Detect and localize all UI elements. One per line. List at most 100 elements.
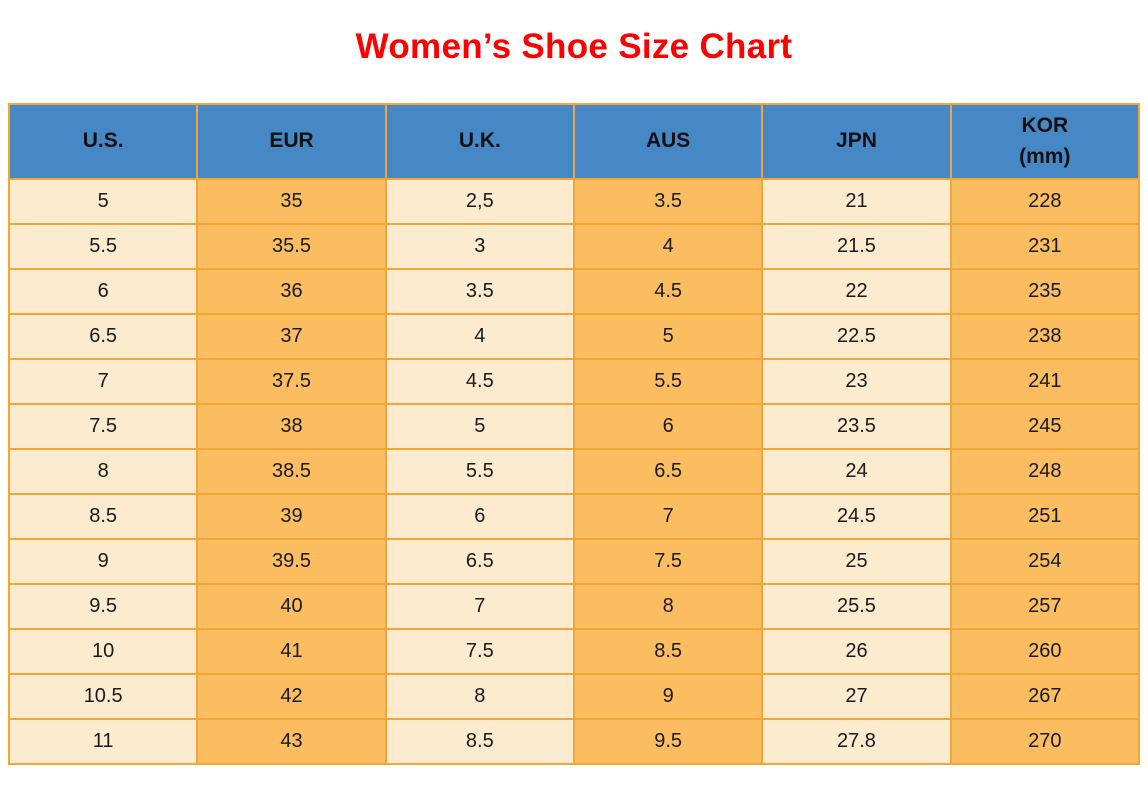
table-row: 8.5 39 6 7 24.5 251 xyxy=(7,493,1141,540)
table-cell: 43 xyxy=(196,718,387,765)
table-cell: 21.5 xyxy=(761,223,952,270)
table-row: 6.5 37 4 5 22.5 238 xyxy=(7,313,1141,360)
table-cell: 4.5 xyxy=(572,268,764,315)
table-cell: 3 xyxy=(384,223,575,270)
table-cell: 42 xyxy=(196,673,387,720)
table-cell: 5 xyxy=(572,313,764,360)
table-cell: 4.5 xyxy=(384,358,575,405)
column-header: JPN xyxy=(761,103,952,180)
table-cell: 37.5 xyxy=(196,358,387,405)
table-cell: 6.5 xyxy=(572,448,764,495)
table-cell: 39.5 xyxy=(196,538,387,585)
table-cell: 8.5 xyxy=(572,628,764,675)
table-cell: 9.5 xyxy=(7,583,199,630)
table-header: U.S. EUR U.K. AUS JPN KOR (mm) xyxy=(7,103,1141,180)
table-cell: 39 xyxy=(196,493,387,540)
table-row: 10.5 42 8 9 27 267 xyxy=(7,673,1141,720)
table-row: 11 43 8.5 9.5 27.8 270 xyxy=(7,718,1141,765)
table-cell: 22 xyxy=(761,268,952,315)
table-cell: 270 xyxy=(949,718,1141,765)
table-cell: 38 xyxy=(196,403,387,450)
table-cell: 7 xyxy=(7,358,199,405)
table-cell: 5.5 xyxy=(384,448,575,495)
table-cell: 10 xyxy=(7,628,199,675)
table-body: 5 35 2,5 3.5 21 228 5.5 35.5 3 4 21.5 231 6 36 3.5 4.5 2… xyxy=(7,178,1141,765)
table-cell: 228 xyxy=(949,178,1141,225)
table-cell: 41 xyxy=(196,628,387,675)
column-header: U.K. xyxy=(384,103,575,180)
table-cell: 241 xyxy=(949,358,1141,405)
table-row: 5 35 2,5 3.5 21 228 xyxy=(7,178,1141,225)
table-row: 5.5 35.5 3 4 21.5 231 xyxy=(7,223,1141,270)
column-header: EUR xyxy=(196,103,387,180)
table-cell: 35 xyxy=(196,178,387,225)
table-cell: 6 xyxy=(572,403,764,450)
table-cell: 257 xyxy=(949,583,1141,630)
table-cell: 231 xyxy=(949,223,1141,270)
table-cell: 11 xyxy=(7,718,199,765)
table-row: 9.5 40 7 8 25.5 257 xyxy=(7,583,1141,630)
table-row: 7.5 38 5 6 23.5 245 xyxy=(7,403,1141,450)
table-cell: 7.5 xyxy=(572,538,764,585)
table-cell: 8.5 xyxy=(384,718,575,765)
table-row: 10 41 7.5 8.5 26 260 xyxy=(7,628,1141,675)
column-header: AUS xyxy=(572,103,764,180)
table-cell: 27.8 xyxy=(761,718,952,765)
table-cell: 7.5 xyxy=(7,403,199,450)
table-cell: 25 xyxy=(761,538,952,585)
table-cell: 7 xyxy=(384,583,575,630)
table-cell: 8 xyxy=(384,673,575,720)
table-cell: 37 xyxy=(196,313,387,360)
table-cell: 8 xyxy=(572,583,764,630)
shoe-size-table: U.S. EUR U.K. AUS JPN KOR (mm) 5 35 2,5 3.5 21 228… xyxy=(7,103,1141,765)
table-cell: 6 xyxy=(7,268,199,315)
table-row: 6 36 3.5 4.5 22 235 xyxy=(7,268,1141,315)
table-cell: 5.5 xyxy=(7,223,199,270)
table-row: 9 39.5 6.5 7.5 25 254 xyxy=(7,538,1141,585)
table-cell: 22.5 xyxy=(761,313,952,360)
table-cell: 6.5 xyxy=(384,538,575,585)
table-cell: 5 xyxy=(384,403,575,450)
table-cell: 8 xyxy=(7,448,199,495)
table-cell: 35.5 xyxy=(196,223,387,270)
table-cell: 9.5 xyxy=(572,718,764,765)
table-cell: 5.5 xyxy=(572,358,764,405)
table-cell: 9 xyxy=(572,673,764,720)
table-cell: 38.5 xyxy=(196,448,387,495)
table-cell: 254 xyxy=(949,538,1141,585)
table-cell: 23.5 xyxy=(761,403,952,450)
table-cell: 3.5 xyxy=(572,178,764,225)
column-header: U.S. xyxy=(7,103,199,180)
table-cell: 6.5 xyxy=(7,313,199,360)
table-cell: 4 xyxy=(572,223,764,270)
table-cell: 27 xyxy=(761,673,952,720)
table-cell: 23 xyxy=(761,358,952,405)
table-cell: 9 xyxy=(7,538,199,585)
table-cell: 21 xyxy=(761,178,952,225)
table-cell: 251 xyxy=(949,493,1141,540)
table-row: 7 37.5 4.5 5.5 23 241 xyxy=(7,358,1141,405)
table-cell: 26 xyxy=(761,628,952,675)
table-cell: 267 xyxy=(949,673,1141,720)
table-cell: 2,5 xyxy=(384,178,575,225)
table-cell: 24.5 xyxy=(761,493,952,540)
table-cell: 4 xyxy=(384,313,575,360)
table-cell: 7 xyxy=(572,493,764,540)
table-cell: 10.5 xyxy=(7,673,199,720)
header-row: U.S. EUR U.K. AUS JPN KOR (mm) xyxy=(7,103,1141,180)
table-cell: 235 xyxy=(949,268,1141,315)
column-header: KOR (mm) xyxy=(949,103,1141,180)
table-cell: 40 xyxy=(196,583,387,630)
table-cell: 6 xyxy=(384,493,575,540)
table-cell: 25.5 xyxy=(761,583,952,630)
table-cell: 36 xyxy=(196,268,387,315)
table-cell: 245 xyxy=(949,403,1141,450)
table-cell: 3.5 xyxy=(384,268,575,315)
table-row: 8 38.5 5.5 6.5 24 248 xyxy=(7,448,1141,495)
table-cell: 7.5 xyxy=(384,628,575,675)
table-cell: 238 xyxy=(949,313,1141,360)
table-cell: 248 xyxy=(949,448,1141,495)
table-cell: 5 xyxy=(7,178,199,225)
table-cell: 24 xyxy=(761,448,952,495)
